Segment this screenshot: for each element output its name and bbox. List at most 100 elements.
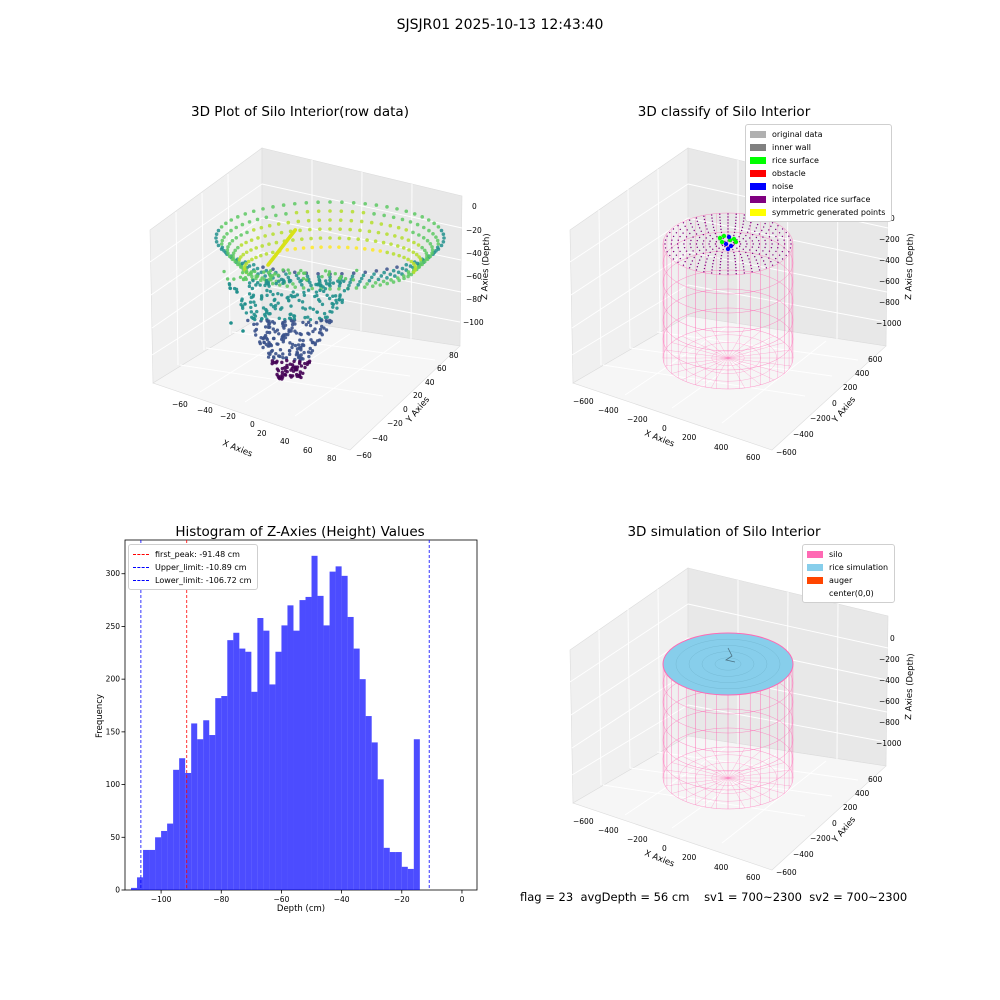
raw-point <box>288 341 292 345</box>
raw-point <box>232 277 236 281</box>
histogram-bar <box>353 648 360 890</box>
raw-point <box>228 286 233 291</box>
raw-point <box>303 307 308 311</box>
raw-point <box>391 268 396 273</box>
raw-point <box>338 218 343 222</box>
raw-point <box>274 351 278 356</box>
raw-point <box>229 218 234 222</box>
raw-point <box>276 291 280 296</box>
interpolated-point <box>727 267 729 269</box>
interpolated-point <box>727 225 729 227</box>
interpolated-point <box>714 253 717 256</box>
raw-point <box>273 330 277 334</box>
interpolated-point <box>713 256 716 259</box>
interpolated-point <box>745 234 747 237</box>
raw-point <box>359 276 364 281</box>
histogram-bar <box>155 837 162 890</box>
y-tick-label: 250 <box>106 622 121 631</box>
raw-point <box>379 274 384 278</box>
interpolated-point <box>761 256 763 259</box>
interpolated-point <box>777 247 779 249</box>
raw-point <box>338 281 342 285</box>
raw-point <box>318 327 323 332</box>
interpolated-point <box>765 243 767 245</box>
raw-point <box>314 282 318 287</box>
avg-depth-value: avgDepth = 56 cm <box>580 890 690 904</box>
interpolated-point <box>750 267 753 270</box>
raw-point <box>261 207 265 211</box>
interpolated-point <box>751 271 753 273</box>
raw-point <box>427 228 431 233</box>
raw-point <box>404 209 409 214</box>
interpolated-point <box>707 255 710 257</box>
raw-point <box>266 344 270 348</box>
raw-point <box>220 245 225 250</box>
classified-point <box>723 241 729 247</box>
legend-label: first_peak: -91.48 cm <box>155 550 240 559</box>
interpolated-point <box>724 240 726 243</box>
raw-point <box>359 219 364 224</box>
raw-point <box>391 280 396 284</box>
raw-point <box>214 239 219 244</box>
raw-point <box>280 322 285 326</box>
raw-point <box>385 232 389 236</box>
raw-point <box>255 322 259 326</box>
raw-point <box>373 239 378 244</box>
raw-point <box>294 353 299 357</box>
raw-point <box>283 366 287 370</box>
interpolated-point <box>682 222 685 224</box>
interpolated-point <box>720 257 722 260</box>
raw-point <box>243 276 248 280</box>
interpolated-point <box>700 256 702 258</box>
raw-point <box>249 295 254 300</box>
interpolated-point <box>727 255 729 257</box>
raw-point <box>295 293 300 297</box>
interpolated-point <box>749 261 751 263</box>
interpolated-point <box>770 225 772 228</box>
interpolated-point <box>689 232 691 235</box>
interpolated-point <box>756 262 759 265</box>
raw-point <box>244 261 249 266</box>
interpolated-point <box>671 247 673 249</box>
y-tick-label: 600 <box>868 775 883 784</box>
raw-point <box>411 270 416 275</box>
raw-point <box>385 250 390 255</box>
interpolated-point <box>740 256 743 259</box>
raw-point <box>251 262 256 267</box>
interpolated-point <box>736 247 738 249</box>
raw-point <box>286 295 290 299</box>
raw-point <box>259 225 264 230</box>
raw-point <box>372 272 376 276</box>
z-tick-label: 0 <box>890 634 895 643</box>
raw-point <box>373 280 378 285</box>
legend-label: interpolated rice surface <box>772 195 871 204</box>
raw-point <box>244 270 248 274</box>
interpolated-point <box>781 250 784 253</box>
interpolated-point <box>695 243 698 245</box>
raw-point <box>244 240 248 245</box>
x-tick-label: −20 <box>220 412 236 421</box>
raw-point <box>374 269 379 273</box>
raw-point <box>376 230 381 235</box>
status-footer: flag = 23 avgDepth = 56 cm sv1 = 700~230… <box>520 890 907 904</box>
interpolated-point <box>768 229 770 231</box>
interpolated-point <box>721 244 724 247</box>
raw-point <box>309 236 313 241</box>
raw-point <box>297 298 301 303</box>
raw-point <box>328 209 332 213</box>
legend-label: auger <box>829 576 853 585</box>
interpolated-point <box>764 246 766 249</box>
x-tick-label: 20 <box>257 429 267 438</box>
interpolated-point <box>745 246 747 248</box>
raw-point <box>442 236 446 240</box>
interpolated-point <box>711 217 713 219</box>
x-tick-label: 0 <box>250 420 255 429</box>
histogram-bar <box>221 696 228 890</box>
interpolated-point <box>705 237 707 239</box>
interpolated-point <box>768 236 771 238</box>
raw-point <box>311 329 315 334</box>
raw-point <box>268 289 273 294</box>
interpolated-point <box>789 247 792 249</box>
raw-point <box>283 369 288 373</box>
raw-point <box>404 228 409 232</box>
